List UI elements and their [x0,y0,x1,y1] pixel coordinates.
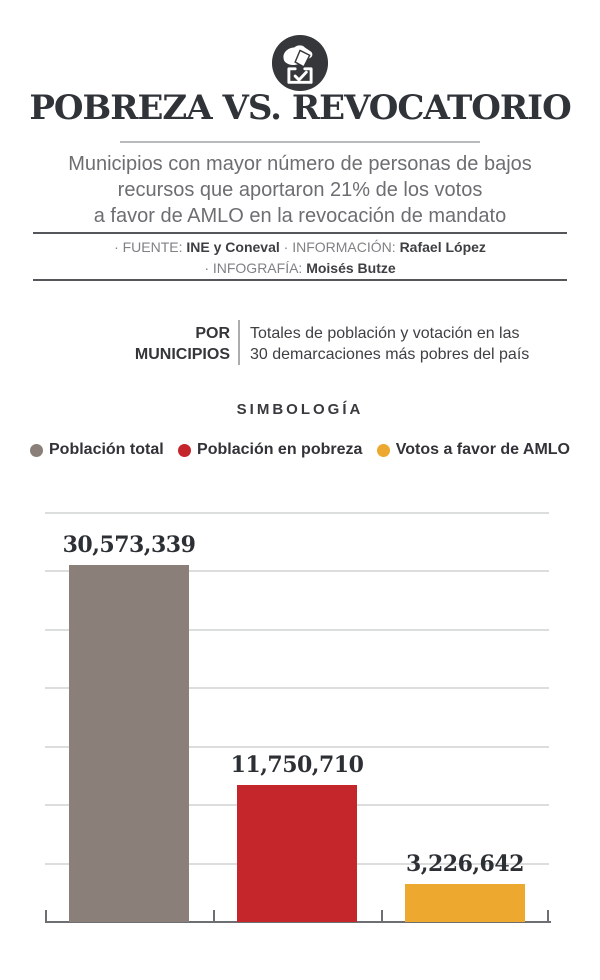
gridline [45,570,549,573]
title-divider [120,141,480,143]
credit-label: · INFORMACIÓN: [279,239,400,255]
axis-tick [45,910,47,922]
section-description-line: 30 demarcaciones más pobres del país [250,346,530,363]
subtitle-line: Municipios con mayor número de personas … [68,153,532,175]
credit-value: Moisés Butze [306,260,396,276]
section-description: Totales de población y votación en las 3… [250,320,550,365]
credits-rule-top [33,232,567,234]
gridline [45,745,549,748]
credit-label: · FUENTE: [114,239,187,255]
legend-item-votos-amlo: Votos a favor de AMLO [376,441,570,459]
section-vertical-divider [238,320,240,365]
credits-line-2: · INFOGRAFÍA: Moisés Butze [0,260,600,276]
legend-item-poblacion-total: Población total [30,441,164,459]
axis-tick [213,910,215,922]
bar-poblaci-n-total [69,564,189,922]
legend-label: Población en pobreza [197,441,363,458]
section-kicker: POR MUNICIPIOS [50,320,230,365]
credit-value: Rafael López [399,239,486,255]
axis-tick [547,910,549,922]
x-axis [45,921,551,923]
red-dot-icon [178,443,192,457]
credits-rule-bottom [33,279,567,281]
kicker-line: MUNICIPIOS [134,346,230,363]
gray-dot-icon [30,443,43,457]
kicker-line: POR [195,325,230,342]
axis-tick [381,910,383,922]
gridline [45,512,549,514]
gridline [45,628,549,631]
legend-label: Población total [49,441,164,458]
legend-label: Votos a favor de AMLO [395,441,570,458]
credit-value: INE y Coneval [186,239,280,255]
bar-value-label: 30,573,339 [62,531,196,558]
legend-title: SIMBOLOGÍA [236,401,364,418]
bar-value-label: 11,750,710 [230,751,364,778]
page-title: POBREZA VS. REVOCATORIO [29,88,571,128]
legend: Población total Población en pobreza Vot… [30,441,570,459]
legend-item-poblacion-en-pobreza: Población en pobreza [178,441,362,459]
hand-ballot-icon [271,34,329,92]
section-description-line: Totales de población y votación en las [250,325,520,342]
subtitle-line: recursos que aportaron 21% de los votos [117,179,483,201]
credit-label: · INFOGRAFÍA: [204,260,307,276]
subtitle: Municipios con mayor número de personas … [0,151,600,229]
bar-poblaci-n-en-pobreza [237,784,357,922]
logo-wrap [0,34,600,97]
bar-votos-a-favor-de-amlo [405,884,525,922]
bar-value-label: 3,226,642 [406,851,524,878]
section-header: POR MUNICIPIOS Totales de población y vo… [0,320,600,365]
subtitle-line: a favor de AMLO en la revocación de mand… [93,205,507,227]
yellow-dot-icon [376,443,390,457]
credits-line-1: · FUENTE: INE y Coneval · INFORMACIÓN: R… [0,239,600,255]
gridline [45,687,549,690]
